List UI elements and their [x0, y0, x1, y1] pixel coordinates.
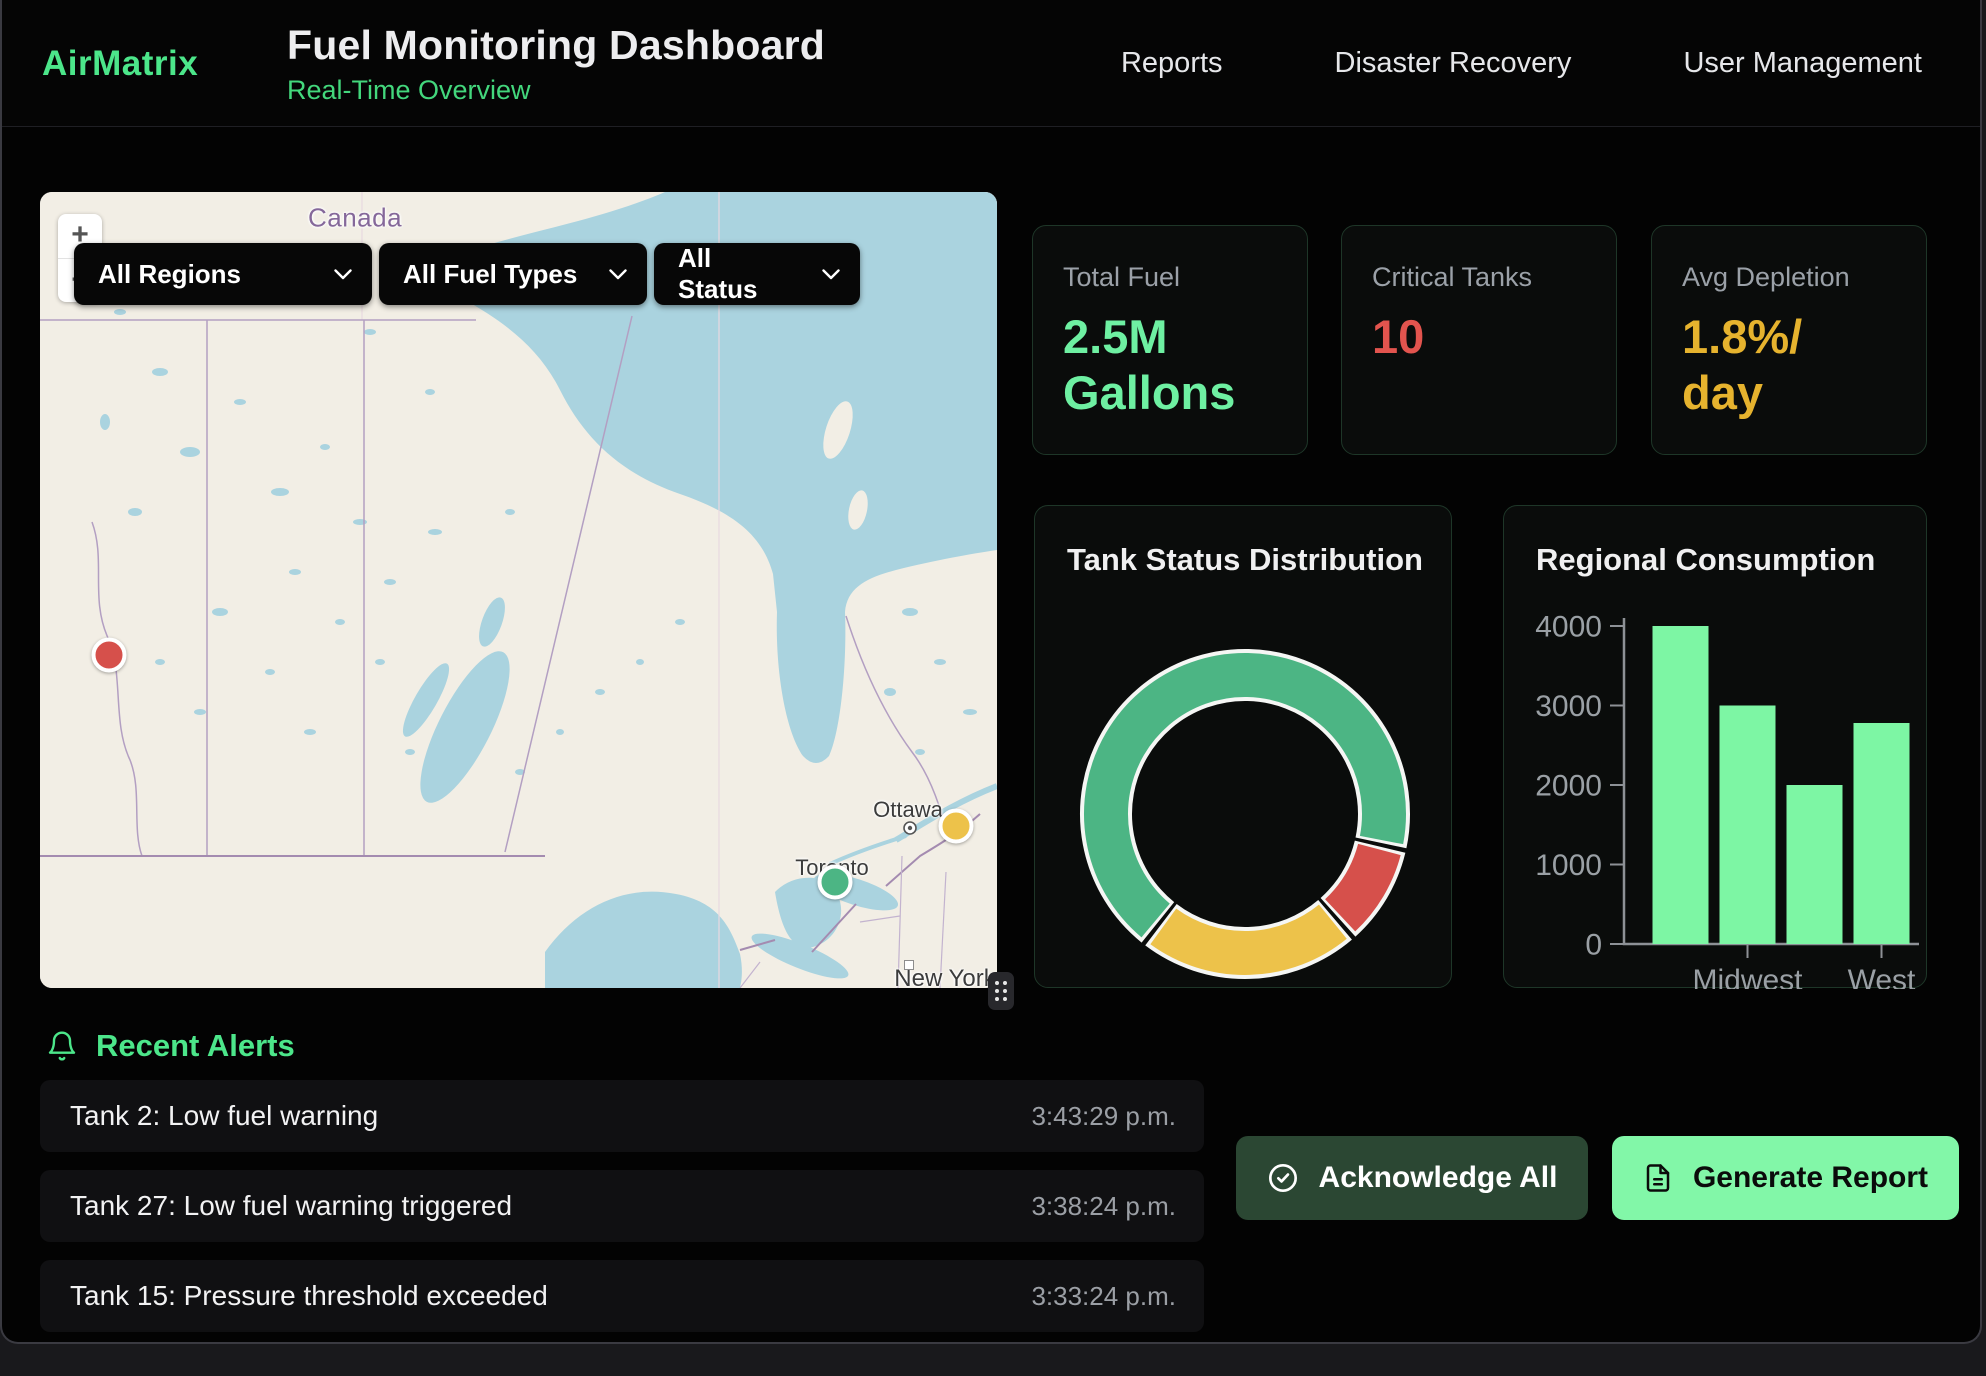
- svg-text:Midwest: Midwest: [1692, 964, 1803, 989]
- svg-text:0: 0: [1585, 929, 1602, 962]
- alert-time: 3:33:24 p.m.: [1031, 1281, 1176, 1312]
- dashboard-root: AirMatrix Fuel Monitoring Dashboard Real…: [0, 0, 1982, 1344]
- alert-text: Tank 2: Low fuel warning: [70, 1100, 378, 1132]
- header-titles: Fuel Monitoring Dashboard Real-Time Over…: [287, 22, 825, 106]
- stat-card-avg-depletion: Avg Depletion 1.8%/day: [1651, 225, 1927, 455]
- fuel-type-filter-value: All Fuel Types: [403, 259, 577, 290]
- tank-status-panel: Tank Status Distribution: [1034, 505, 1452, 988]
- stat-label: Critical Tanks: [1372, 262, 1586, 293]
- map-canvas: [40, 192, 997, 988]
- alert-text: Tank 15: Pressure threshold exceeded: [70, 1280, 548, 1312]
- stat-value: 10: [1372, 309, 1586, 365]
- alert-text: Tank 27: Low fuel warning triggered: [70, 1190, 512, 1222]
- generate-report-button[interactable]: Generate Report: [1612, 1136, 1959, 1220]
- map-marker-normal[interactable]: [818, 865, 853, 900]
- stat-card-critical-tanks: Critical Tanks 10: [1341, 225, 1617, 455]
- svg-text:West: West: [1848, 964, 1916, 989]
- nav-item-disaster-recovery[interactable]: Disaster Recovery: [1335, 47, 1572, 80]
- region-filter-value: All Regions: [98, 259, 241, 290]
- alert-row[interactable]: Tank 2: Low fuel warning 3:43:29 p.m.: [40, 1080, 1204, 1152]
- regional-consumption-panel: Regional Consumption 01000200030004000Mi…: [1503, 505, 1927, 988]
- acknowledge-all-button[interactable]: Acknowledge All: [1236, 1136, 1588, 1220]
- header: AirMatrix Fuel Monitoring Dashboard Real…: [2, 0, 1980, 127]
- svg-text:1000: 1000: [1535, 849, 1602, 882]
- alerts-title: Recent Alerts: [96, 1028, 295, 1064]
- chevron-down-icon: [334, 269, 352, 280]
- svg-text:2000: 2000: [1535, 770, 1602, 803]
- alert-row[interactable]: Tank 15: Pressure threshold exceeded 3:33…: [40, 1260, 1204, 1332]
- bell-icon: [46, 1029, 78, 1063]
- town-dot: [904, 960, 914, 970]
- alert-time: 3:43:29 p.m.: [1031, 1101, 1176, 1132]
- svg-text:3000: 3000: [1535, 690, 1602, 723]
- alert-time: 3:38:24 p.m.: [1031, 1191, 1176, 1222]
- map-marker-critical[interactable]: [92, 638, 127, 673]
- status-filter-value: All Status: [678, 243, 796, 305]
- page-title: Fuel Monitoring Dashboard: [287, 22, 825, 69]
- capital-city-icon: [902, 820, 918, 836]
- bar-chart-svg: 0 1000 2000 3000 4000 Midwest West: [1504, 506, 1928, 989]
- file-text-icon: [1643, 1163, 1673, 1193]
- map-filters: All Regions All Fuel Types All Status: [74, 243, 860, 305]
- stat-value: 1.8%/day: [1682, 309, 1896, 422]
- check-circle-icon: [1267, 1162, 1299, 1194]
- region-filter-dropdown[interactable]: All Regions: [74, 243, 372, 305]
- nav-item-reports[interactable]: Reports: [1121, 47, 1223, 80]
- status-filter-dropdown[interactable]: All Status: [654, 243, 860, 305]
- stat-card-total-fuel: Total Fuel 2.5MGallons: [1032, 225, 1308, 455]
- alert-list: Tank 2: Low fuel warning3:43:29 p.m.Tank…: [40, 1080, 1204, 1344]
- alerts-header: Recent Alerts: [46, 1028, 295, 1064]
- main-nav: Reports Disaster Recovery User Management: [1121, 0, 1922, 126]
- stat-label: Avg Depletion: [1682, 262, 1896, 293]
- stat-value: 2.5MGallons: [1063, 309, 1277, 422]
- chevron-down-icon: [609, 269, 627, 280]
- fuel-type-filter-dropdown[interactable]: All Fuel Types: [379, 243, 647, 305]
- app-logo[interactable]: AirMatrix: [42, 44, 198, 84]
- page-subtitle: Real-Time Overview: [287, 75, 825, 106]
- donut-chart-svg: [1035, 506, 1453, 989]
- alert-row[interactable]: Tank 27: Low fuel warning triggered 3:38:…: [40, 1170, 1204, 1242]
- svg-text:4000: 4000: [1535, 611, 1602, 644]
- chevron-down-icon: [822, 269, 840, 280]
- stat-label: Total Fuel: [1063, 262, 1277, 293]
- nav-item-user-management[interactable]: User Management: [1683, 47, 1922, 80]
- map-marker-warning[interactable]: [939, 809, 974, 844]
- resize-handle[interactable]: [988, 972, 1014, 1010]
- map-panel[interactable]: Canada Ottawa Toronto New York + − All R…: [40, 192, 997, 988]
